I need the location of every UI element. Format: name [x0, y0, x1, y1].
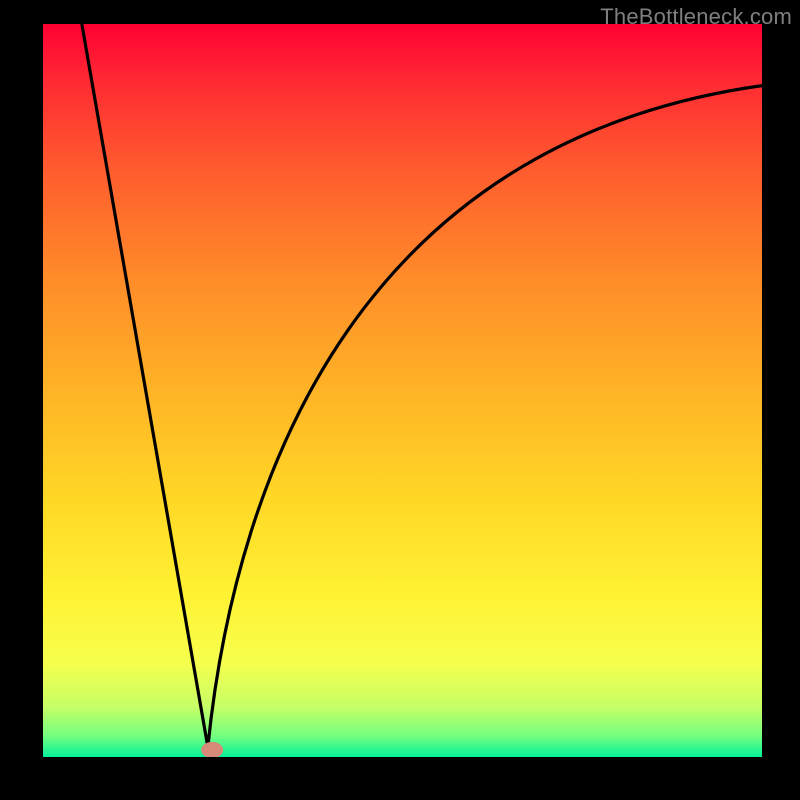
minimum-marker [201, 742, 223, 758]
chart-root: TheBottleneck.com [0, 0, 800, 800]
gradient-background [42, 23, 763, 758]
chart-svg [0, 0, 800, 800]
